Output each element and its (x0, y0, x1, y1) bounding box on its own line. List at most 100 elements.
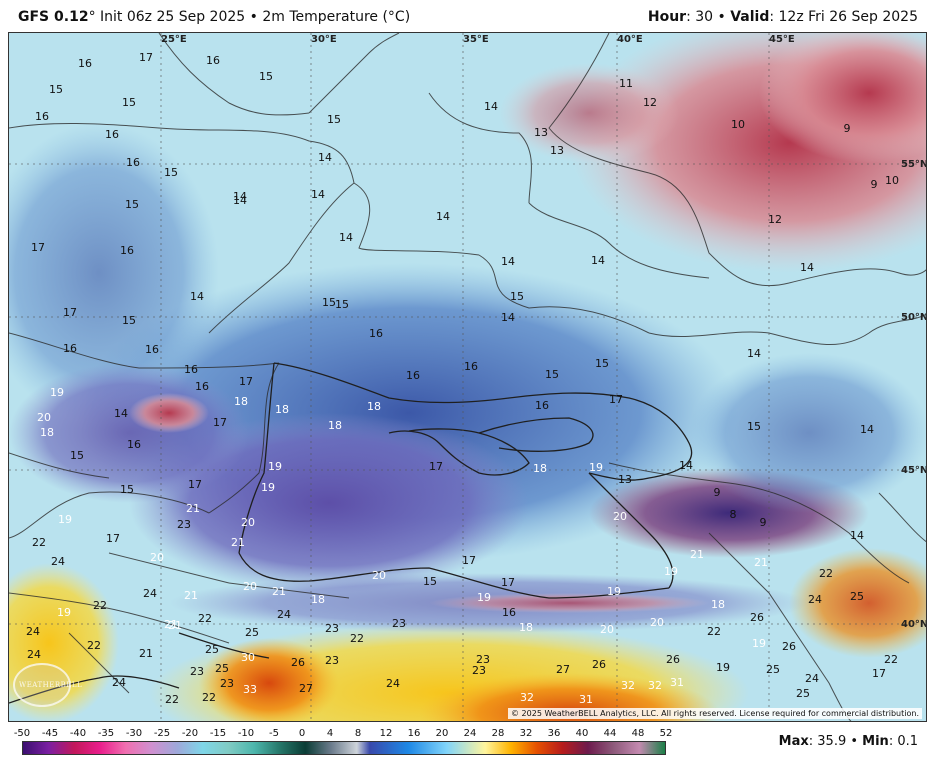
temperature-label: 24 (143, 587, 157, 600)
colorbar-ticks: -50 -45 -40 -35 -30 -25 -20 -15 -10 -5 0 4 8 12 16 20 24… (14, 728, 676, 740)
colorbar-tick: 52 (659, 728, 673, 739)
temperature-map[interactable]: 25°E 30°E 35°E 40°E 45°E 55°N 50°N 45°N 40°N 16 1… (8, 32, 927, 722)
temperature-label: 14 (800, 261, 814, 274)
temperature-label: 25 (766, 663, 780, 676)
grid-label: 45°N (901, 465, 927, 476)
temperature-label: 14 (860, 423, 874, 436)
temperature-label: 19 (589, 461, 603, 474)
temperature-label: 20 (372, 569, 386, 582)
min-label: Min (862, 734, 889, 749)
temperature-label: 16 (35, 110, 49, 123)
temperature-label: 9 (760, 516, 767, 529)
logo-text: WEATHERBELL (19, 681, 83, 689)
temperature-label: 18 (234, 395, 248, 408)
cool-region-north (499, 63, 679, 163)
valid-time: Hour: 30 • Valid: 12z Fri 26 Sep 2025 (648, 9, 918, 25)
temperature-label: 20 (650, 616, 664, 629)
temperature-label: 17 (429, 460, 443, 473)
aegean-hot-spot (199, 638, 339, 721)
map-canvas: 25°E 30°E 35°E 40°E 45°E55°N50°N45°N40°N 16 1… (9, 33, 927, 721)
colorbar-tick: 44 (603, 728, 617, 739)
temperature-label: 22 (350, 632, 364, 645)
temperature-label: 13 (534, 126, 548, 139)
temperature-label: 23 (220, 677, 234, 690)
temperature-label: 22 (87, 639, 101, 652)
temperature-label: 24 (386, 677, 400, 690)
temperature-label: 14 (591, 254, 605, 267)
temperature-label: 24 (26, 625, 40, 638)
temperature-label: 23 (177, 518, 191, 531)
temperature-label: 20 (241, 516, 255, 529)
temperature-label: 25 (796, 687, 810, 700)
temperature-label: 21 (164, 618, 178, 631)
colorbar-tick: 16 (407, 728, 421, 739)
grid-label: 35°E (463, 34, 489, 45)
init-description: ° Init 06z 25 Sep 2025 • 2m Temperature … (88, 9, 411, 25)
model-name: GFS 0.12 (18, 9, 89, 25)
grid-label: 50°N (901, 312, 927, 323)
temperature-label: 30 (241, 651, 255, 664)
temperature-label: 15 (122, 96, 136, 109)
temperature-label: 19 (58, 513, 72, 526)
temperature-label: 19 (607, 585, 621, 598)
copyright-notice: © 2025 WeatherBELL Analytics, LLC. All r… (508, 708, 922, 719)
temperature-label: 24 (808, 593, 822, 606)
temperature-label: 14 (190, 290, 204, 303)
caspian-field (689, 353, 926, 513)
temperature-label: 22 (165, 693, 179, 706)
colorbar-tick: -30 (125, 728, 143, 739)
temperature-label: 19 (268, 460, 282, 473)
temperature-label: 27 (299, 682, 313, 695)
min-value: : 0.1 (888, 734, 918, 749)
temperature-label: 16 (120, 244, 134, 257)
temperature-label: 17 (188, 478, 202, 491)
temperature-label: 15 (510, 290, 524, 303)
temperature-label: 9 (871, 178, 878, 191)
temperature-label: 14 (311, 188, 325, 201)
colorbar-tick: -50 (13, 728, 31, 739)
temperature-label: 17 (462, 554, 476, 567)
pontic-coast-band (429, 593, 709, 613)
colorbar-tick: 36 (547, 728, 561, 739)
temperature-label: 16 (464, 360, 478, 373)
colorbar-tick: -10 (237, 728, 255, 739)
temperature-label: 15 (164, 166, 178, 179)
temperature-label: 31 (579, 693, 593, 706)
temperature-label: 14 (501, 255, 515, 268)
temperature-label: 27 (556, 663, 570, 676)
temperature-label: 15 (120, 483, 134, 496)
temperature-label: 16 (105, 128, 119, 141)
valid-value: : 12z Fri 26 Sep 2025 (769, 9, 918, 25)
temperature-label: 14 (484, 100, 498, 113)
temperature-label: 21 (168, 619, 182, 632)
temperature-label: 11 (619, 77, 633, 90)
temperature-label: 25 (215, 662, 229, 675)
temperature-label: 14 (850, 529, 864, 542)
temperature-label: 26 (782, 640, 796, 653)
max-min-readout: Max: 35.9 • Min: 0.1 (779, 734, 918, 749)
temperature-label: 26 (291, 656, 305, 669)
temperature-label: 12 (768, 213, 782, 226)
temperature-label: 19 (261, 481, 275, 494)
temperature-label: 16 (126, 156, 140, 169)
temperature-label: 24 (51, 555, 65, 568)
temperature-label: 23 (476, 653, 490, 666)
temperature-label: 22 (198, 612, 212, 625)
temperature-label: 15 (322, 296, 336, 309)
temperature-label: 15 (125, 198, 139, 211)
temperature-label: 19 (57, 606, 71, 619)
temperature-label: 16 (206, 54, 220, 67)
caspian-warm-spot (789, 548, 926, 658)
temperature-label: 23 (190, 665, 204, 678)
colorbar-tick: 4 (326, 728, 334, 739)
colorbar-tick: 12 (379, 728, 393, 739)
temperature-label: 13 (550, 144, 564, 157)
valid-label: Valid (730, 9, 770, 25)
temperature-label: 14 (747, 347, 761, 360)
temperature-label: 18 (519, 621, 533, 634)
temperature-label: 18 (275, 403, 289, 416)
temperature-label: 15 (423, 575, 437, 588)
colorbar-tick: 40 (575, 728, 589, 739)
colorbar-tick: -25 (153, 728, 171, 739)
carpathian-cool-spot (129, 393, 209, 433)
